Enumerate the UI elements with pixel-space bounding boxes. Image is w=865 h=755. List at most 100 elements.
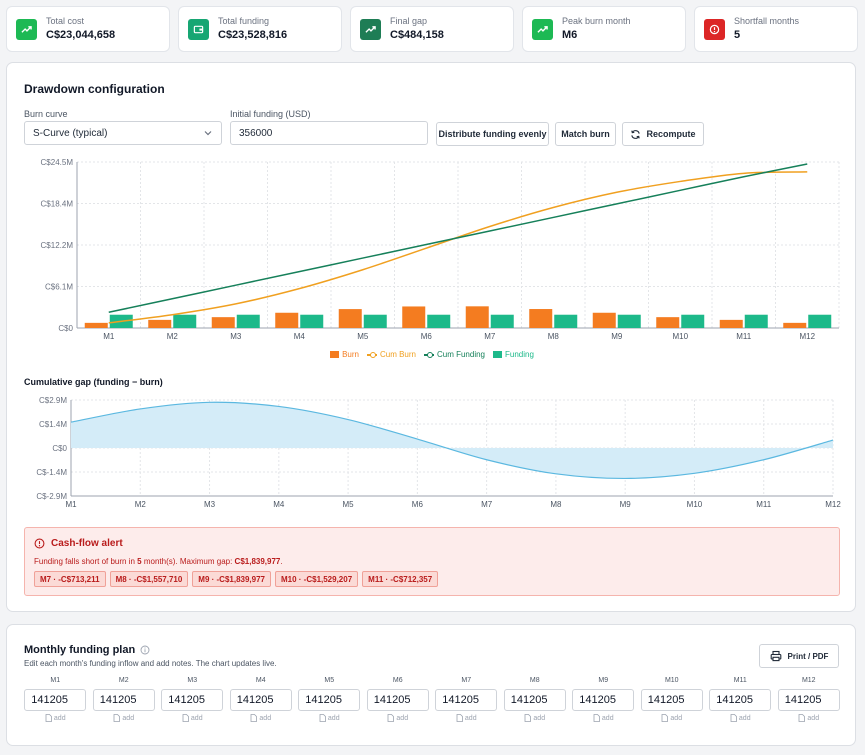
bar-burn[interactable] — [402, 306, 426, 328]
gap-line[interactable] — [70, 401, 834, 480]
note-icon — [114, 714, 121, 722]
match-burn-button[interactable]: Match burn — [555, 122, 616, 146]
info-icon[interactable] — [140, 645, 150, 655]
x-tick-label: M11 — [736, 332, 752, 341]
bar-burn[interactable] — [338, 309, 362, 328]
add-note-link[interactable]: add — [45, 714, 66, 722]
y-tick-label: C$18.4M — [41, 200, 74, 209]
x-tick-label: M8 — [550, 500, 562, 509]
bar-funding[interactable] — [300, 314, 324, 328]
month-funding-input[interactable]: 141205 — [161, 689, 224, 711]
bar-funding[interactable] — [808, 314, 832, 328]
bar-burn[interactable] — [465, 306, 489, 328]
bar-funding[interactable] — [744, 314, 768, 328]
legend-funding[interactable]: Funding — [493, 350, 534, 359]
month-funding-input[interactable]: 141205 — [435, 689, 498, 711]
add-note-link[interactable]: add — [182, 714, 203, 722]
bar-funding[interactable] — [173, 314, 197, 328]
bar-burn[interactable] — [148, 319, 172, 328]
month-funding-input[interactable]: 141205 — [229, 689, 292, 711]
month-funding-input[interactable]: 141205 — [92, 689, 155, 711]
section-title: Drawdown configuration — [24, 82, 165, 96]
bar-burn[interactable] — [592, 312, 616, 328]
burn-curve-select[interactable]: S-Curve (typical) — [24, 121, 222, 145]
bar-funding[interactable] — [681, 314, 705, 328]
shortfall-chips: M7 · -C$713,211 M8 · -C$1,557,710 M9 · -… — [34, 571, 439, 587]
month-funding-input[interactable]: 141205 — [709, 689, 772, 711]
x-tick-label: M2 — [135, 500, 147, 509]
initial-funding-input[interactable]: 356000 — [230, 121, 428, 145]
chart-legend: Burn Cum Burn Cum Funding Funding — [7, 350, 857, 359]
month-label: M11 — [733, 677, 747, 684]
y-tick-label: C$2.9M — [39, 396, 67, 405]
add-note-link[interactable]: add — [250, 714, 271, 722]
bar-funding[interactable] — [363, 314, 387, 328]
kpi-final-gap: Final gap C$484,158 — [350, 6, 514, 52]
add-label: add — [327, 714, 340, 722]
bar-burn[interactable] — [529, 309, 553, 328]
x-tick-label: M12 — [799, 332, 815, 341]
month-funding-input[interactable]: 141205 — [366, 689, 429, 711]
add-note-link[interactable]: add — [387, 714, 408, 722]
x-tick-label: M6 — [421, 332, 433, 341]
bar-burn[interactable] — [211, 317, 235, 328]
month-funding-input[interactable]: 141205 — [503, 689, 566, 711]
month-label: M5 — [324, 677, 335, 684]
add-note-link[interactable]: add — [524, 714, 545, 722]
legend-burn[interactable]: Burn — [330, 350, 359, 359]
note-icon — [45, 714, 52, 722]
bar-burn[interactable] — [275, 312, 299, 328]
add-note-link[interactable]: add — [113, 714, 134, 722]
x-tick-label: M6 — [412, 500, 424, 509]
kpi-shortfall-months: Shortfall months 5 — [694, 6, 858, 52]
x-tick-label: M4 — [273, 500, 285, 509]
bar-burn[interactable] — [656, 317, 680, 328]
legend-cum-funding[interactable]: Cum Funding — [423, 350, 485, 359]
print-pdf-button[interactable]: Print / PDF — [759, 644, 839, 668]
bar-funding[interactable] — [617, 314, 641, 328]
alert-text-prefix: Funding falls short of burn in — [34, 557, 138, 566]
bar-burn[interactable] — [84, 322, 108, 328]
add-note-link[interactable]: add — [730, 714, 751, 722]
add-note-link[interactable]: add — [798, 714, 819, 722]
add-note-link[interactable]: add — [593, 714, 614, 722]
refresh-icon — [631, 129, 641, 139]
distribute-funding-button[interactable]: Distribute funding evenly — [436, 122, 549, 146]
add-label: add — [122, 714, 135, 722]
line-cum-funding[interactable] — [108, 163, 808, 314]
month-label: M2 — [118, 677, 129, 684]
bar-funding[interactable] — [490, 314, 514, 328]
note-icon — [388, 714, 395, 722]
trend-up-icon — [16, 18, 37, 40]
recompute-button[interactable]: Recompute — [622, 122, 704, 146]
bar-burn[interactable] — [783, 322, 807, 328]
month-funding-input[interactable]: 141205 — [640, 689, 703, 711]
alert-circle-icon — [704, 18, 725, 40]
add-note-link[interactable]: add — [661, 714, 682, 722]
x-tick-label: M3 — [204, 500, 216, 509]
kpi-label: Total cost — [46, 16, 85, 26]
month-funding-input[interactable]: 141205 — [777, 689, 840, 711]
bar-funding[interactable] — [554, 314, 578, 328]
burn-curve-value: S-Curve (typical) — [33, 127, 108, 139]
legend-cum-burn[interactable]: Cum Burn — [366, 350, 416, 359]
month-funding-input[interactable]: 141205 — [572, 689, 635, 711]
kpi-value: C$484,158 — [390, 29, 444, 41]
trend-up-icon — [532, 18, 553, 40]
add-label: add — [738, 714, 751, 722]
month-funding-input[interactable]: 141205 — [298, 689, 361, 711]
kpi-value: C$23,044,658 — [46, 29, 116, 41]
add-label: add — [190, 714, 203, 722]
month-column: M7 141205 add — [435, 677, 498, 722]
bar-funding[interactable] — [236, 314, 260, 328]
add-note-link[interactable]: add — [456, 714, 477, 722]
button-label: Print / PDF — [787, 651, 829, 661]
note-icon — [730, 714, 737, 722]
month-funding-input[interactable]: 141205 — [24, 689, 87, 711]
add-note-link[interactable]: add — [319, 714, 340, 722]
bar-burn[interactable] — [719, 319, 743, 328]
bar-funding[interactable] — [427, 314, 451, 328]
button-label: Distribute funding evenly — [438, 129, 547, 139]
button-label: Match burn — [561, 129, 610, 139]
kpi-label: Peak burn month — [562, 16, 631, 26]
